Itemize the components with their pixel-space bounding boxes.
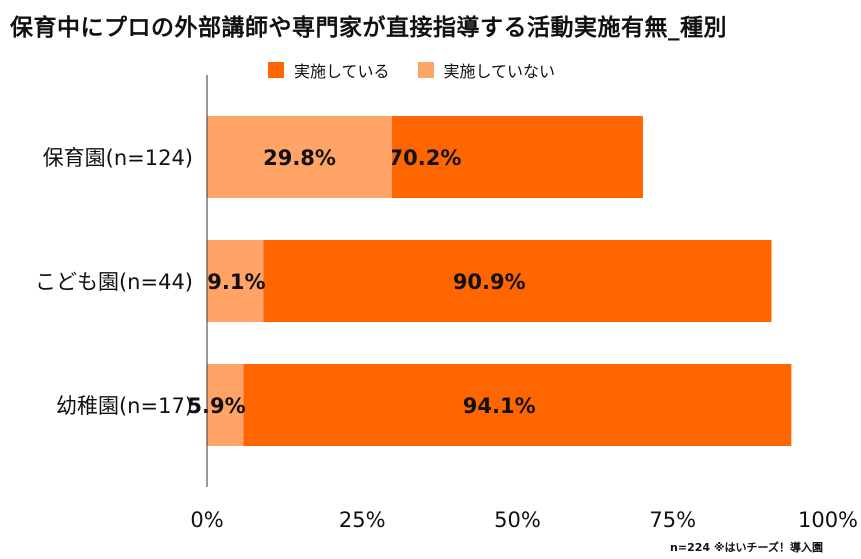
x-tick-label: 25% xyxy=(339,508,386,532)
bar-segment xyxy=(207,364,792,446)
bar-segment xyxy=(207,364,244,446)
x-tick-label: 75% xyxy=(649,508,696,532)
data-label: 90.9% xyxy=(453,270,526,294)
legend-item-not-implemented: 実施していない xyxy=(417,58,556,82)
bar-segment xyxy=(207,240,264,322)
legend-swatch-implemented xyxy=(268,62,284,78)
bar-segment xyxy=(207,116,393,198)
footnote: n=224 ※はいチーズ！導入園 xyxy=(670,541,823,554)
data-label: 70.2% xyxy=(389,146,462,170)
category-label: 幼稚園(n=17) xyxy=(56,394,193,418)
legend-item-implemented: 実施している xyxy=(268,58,390,82)
legend-swatch-not-implemented xyxy=(417,62,434,78)
data-label: 29.8% xyxy=(263,146,336,170)
bar-segment xyxy=(207,240,772,322)
data-label: 94.1% xyxy=(463,394,536,418)
data-label: 5.9% xyxy=(187,394,245,418)
x-tick-label: 0% xyxy=(190,508,223,532)
category-label: こども園(n=44) xyxy=(35,270,193,294)
x-tick-label: 50% xyxy=(494,508,541,532)
x-tick-label: 100% xyxy=(798,508,858,532)
chart-title: 保育中にプロの外部講師や専門家が直接指導する活動実施有無_種別 xyxy=(10,15,727,41)
category-label: 保育園(n=124) xyxy=(43,146,193,170)
data-label: 9.1% xyxy=(207,270,265,294)
legend-label-implemented: 実施している xyxy=(294,62,390,81)
legend-label-not-implemented: 実施していない xyxy=(443,62,556,81)
legend: 実施している 実施していない xyxy=(268,58,583,82)
